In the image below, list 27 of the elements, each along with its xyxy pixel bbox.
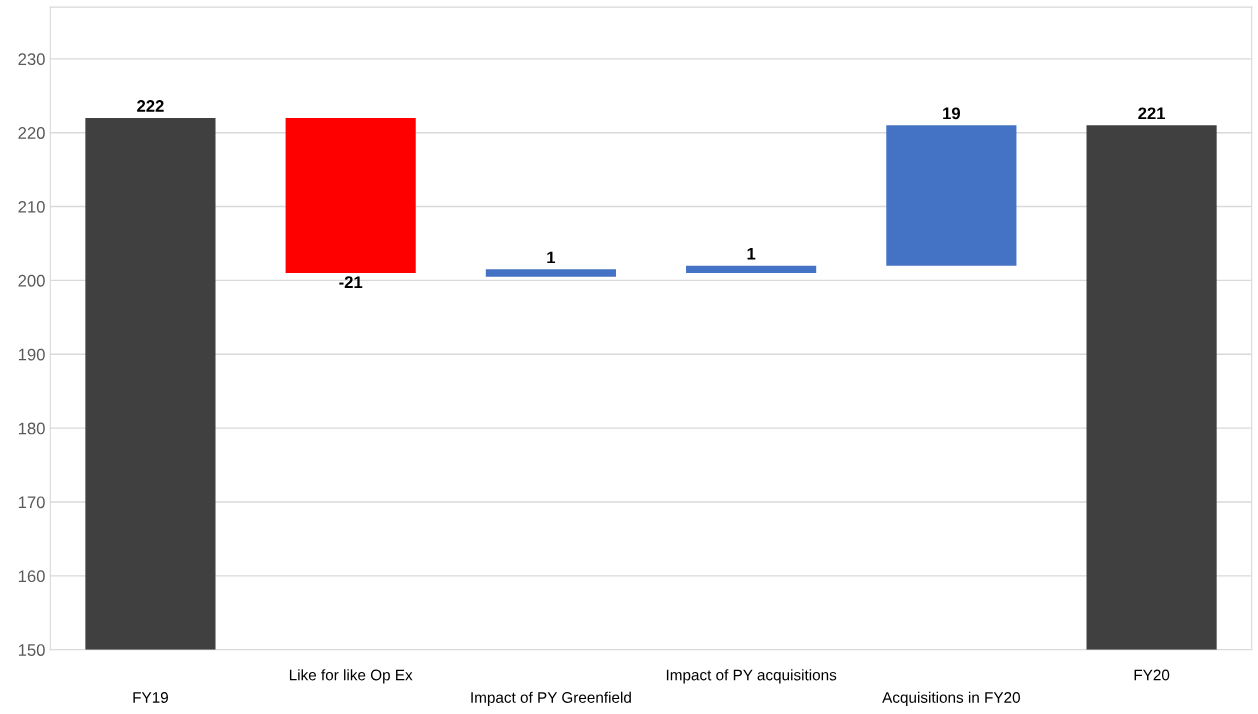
y-tick-label: 160 [18,570,45,583]
x-tick-label: Like for like Op Ex [289,669,413,684]
y-tick-label: 180 [18,422,45,435]
data-label: 19 [943,107,961,120]
y-tick-label: 200 [18,274,45,287]
data-label: -21 [339,276,363,288]
y-tick-label: 220 [18,127,45,139]
y-tick-label: 210 [18,200,45,213]
bar [85,117,216,650]
bar [1086,125,1217,650]
y-tick-label: 230 [18,53,45,66]
data-label: 1 [547,251,556,264]
data-label: 222 [137,100,164,112]
y-tick-label: 170 [18,496,45,509]
x-tick-label: Acquisitions in FY20 [882,691,1020,706]
data-label: 221 [1138,107,1166,120]
y-tick-label: 190 [18,348,45,361]
data-label: 1 [747,247,756,260]
x-tick-label: Impact of PY Greenfield [471,691,631,706]
bar [485,269,616,277]
x-tick-label: FY20 [1134,669,1170,681]
bar [285,117,416,274]
x-tick-label: Impact of PY acquisitions [666,669,837,684]
bar [686,265,817,274]
bar [886,125,1017,266]
y-tick-label: 150 [18,644,45,656]
x-tick-label: FY19 [133,692,168,703]
